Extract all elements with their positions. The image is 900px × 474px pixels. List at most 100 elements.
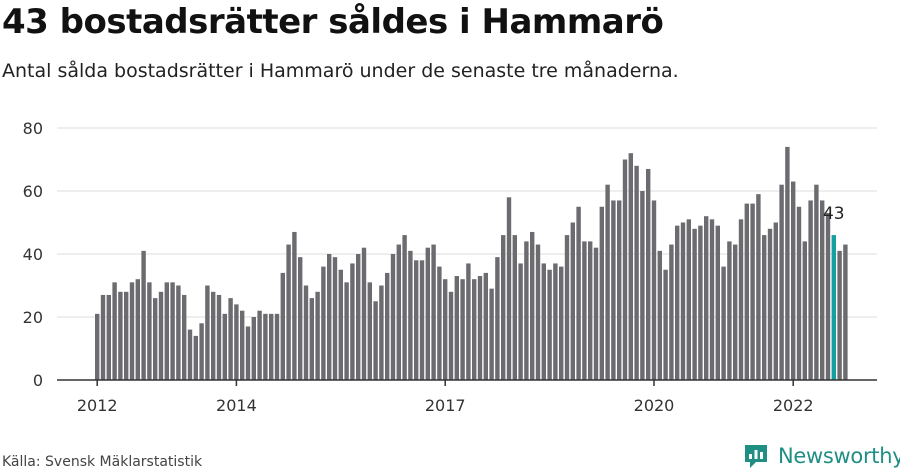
bar: [547, 269, 552, 380]
source-note: Källa: Svensk Mäklarstatistik: [2, 454, 203, 470]
bar: [234, 304, 239, 380]
bar: [727, 241, 732, 380]
bar: [622, 159, 628, 380]
bar: [303, 285, 309, 380]
bar: [466, 263, 471, 380]
bar: [530, 231, 535, 380]
bar: [489, 288, 494, 380]
newsworthy-logo-text: Newsworthy: [778, 444, 900, 468]
bar: [762, 235, 767, 380]
bar: [553, 263, 558, 380]
bar: [269, 313, 274, 380]
bar: [315, 291, 320, 380]
y-axis-ticks: 0 20 40 60 80: [23, 119, 43, 390]
bar: [721, 266, 726, 380]
bar: [112, 282, 117, 380]
bar: [628, 153, 633, 380]
bar: [593, 247, 599, 380]
bar: [367, 282, 372, 380]
bar: [245, 326, 251, 380]
bar: [767, 228, 773, 380]
bar: [692, 228, 697, 380]
bar: [286, 244, 291, 380]
bar: [309, 298, 314, 380]
bar: [338, 269, 343, 380]
bar: [808, 200, 813, 380]
bar: [164, 282, 169, 380]
latest-value-label: 43: [823, 204, 845, 224]
bar: [158, 291, 164, 380]
bar: [512, 235, 517, 380]
bar: [298, 257, 303, 380]
bar: [361, 247, 367, 380]
bar: [501, 235, 506, 380]
y-tick-label: 20: [23, 308, 43, 327]
bar: [477, 276, 483, 380]
x-axis-ticks: 2012 2014 2017 2020 2022: [77, 380, 814, 415]
bar: [332, 257, 338, 380]
bar: [611, 200, 616, 380]
x-tick-label: 2012: [77, 396, 118, 415]
bar: [118, 291, 123, 380]
bar: [825, 213, 831, 380]
bar: [738, 219, 744, 380]
bar: [605, 184, 610, 380]
bars: [95, 146, 848, 380]
bar: [506, 197, 512, 380]
bar: [785, 146, 790, 380]
bar: [251, 317, 256, 380]
page-title: 43 bostadsrätter såldes i Hammarö: [2, 2, 664, 42]
bar: [228, 298, 233, 380]
bar: [187, 329, 193, 380]
bar: [820, 200, 825, 380]
x-tick-label: 2014: [216, 396, 257, 415]
bar: [176, 285, 181, 380]
bar: [518, 263, 523, 380]
bar: [454, 276, 459, 380]
bar: [135, 279, 140, 380]
bar: [419, 260, 425, 380]
bar: [443, 279, 448, 380]
bar: [216, 294, 222, 380]
bar: [222, 313, 227, 380]
bar: [100, 294, 106, 380]
bar: [796, 206, 802, 380]
bar: [431, 244, 436, 380]
bar: [425, 247, 430, 380]
bar: [704, 216, 709, 380]
bar: [460, 279, 465, 380]
bar: [640, 191, 645, 380]
bar: [733, 244, 738, 380]
x-tick-label: 2022: [773, 396, 814, 415]
bar: [344, 282, 349, 380]
bar: [240, 310, 245, 380]
bar: [634, 165, 639, 380]
bar: [356, 254, 361, 380]
bar: [199, 323, 204, 380]
bar: [617, 200, 622, 380]
bar: [390, 254, 396, 380]
bar: [657, 250, 662, 380]
bar: [744, 203, 749, 380]
bar: [402, 235, 407, 380]
bar: [153, 298, 158, 380]
bar: [843, 244, 848, 380]
bar: [773, 222, 778, 380]
bar: [396, 244, 401, 380]
bar: [559, 266, 564, 380]
bar: [576, 206, 581, 380]
bar: [582, 241, 587, 380]
bar: [141, 250, 146, 380]
bar: [124, 291, 129, 380]
bar: [663, 269, 668, 380]
bar: [373, 301, 378, 380]
bar: [147, 282, 152, 380]
bar: [669, 244, 674, 380]
bar: [472, 279, 477, 380]
bar: [350, 263, 355, 380]
bar: [837, 250, 842, 380]
bar: [802, 241, 807, 380]
bar: [321, 266, 326, 380]
bar: [646, 168, 651, 380]
